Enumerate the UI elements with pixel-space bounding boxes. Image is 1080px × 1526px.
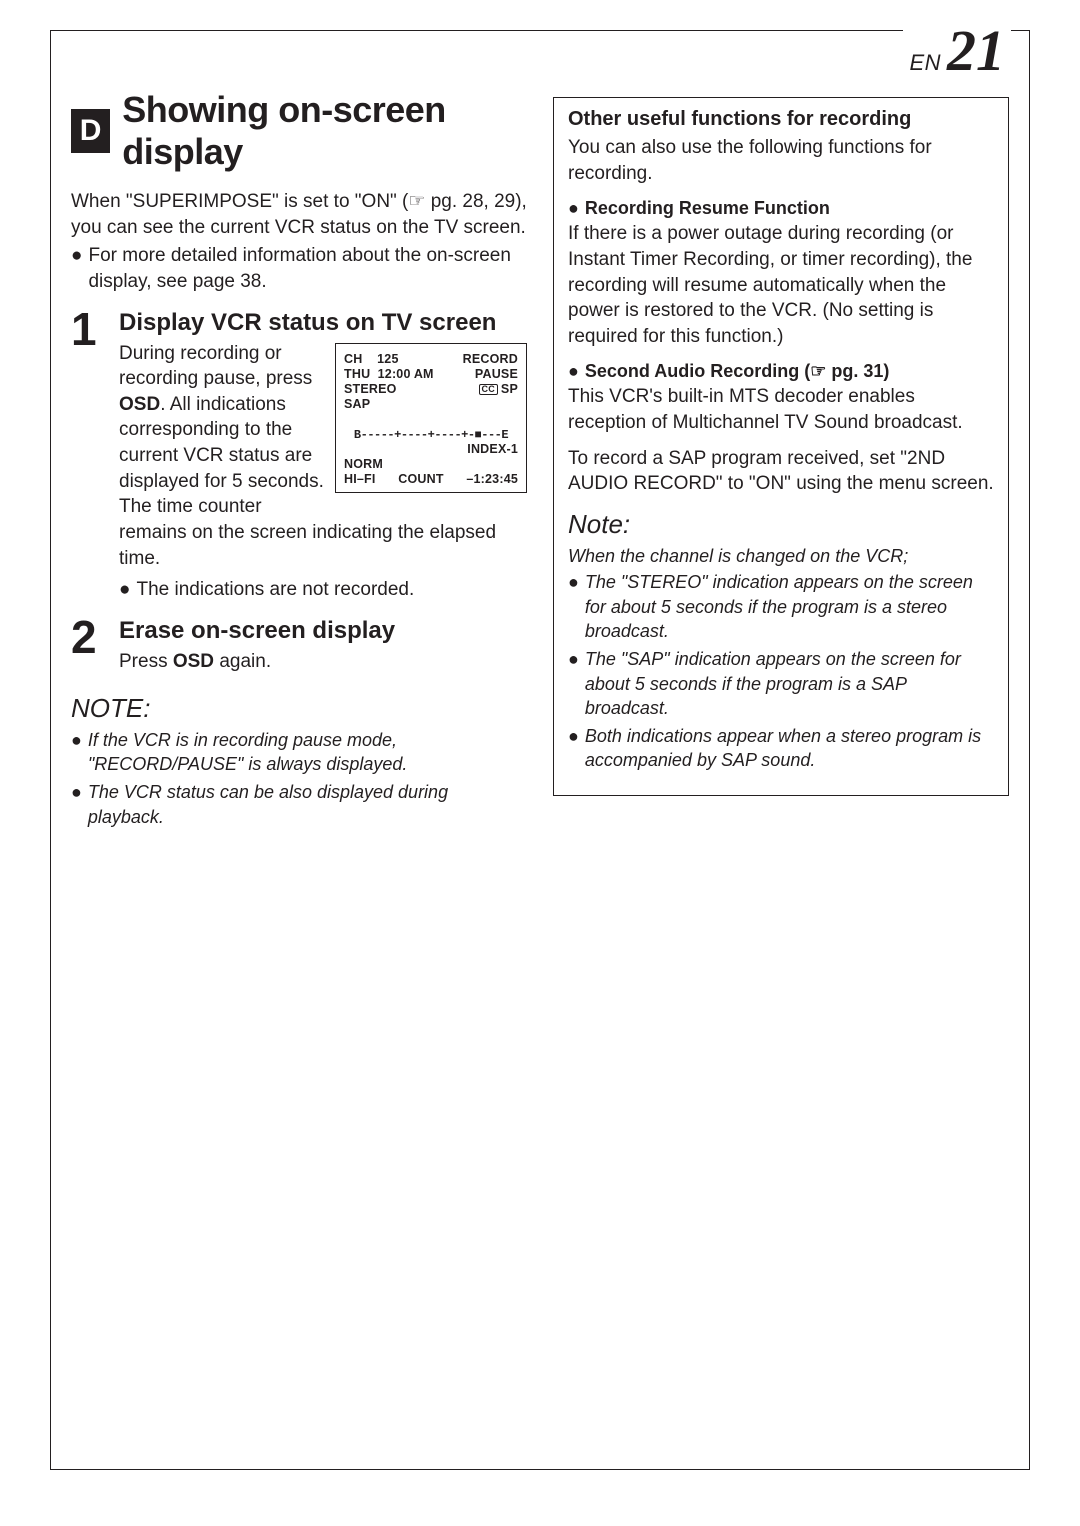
second-audio-heading: ● Second Audio Recording (☞ pg. 31) — [568, 361, 994, 382]
bullet-icon: ● — [568, 724, 579, 773]
resume-body: If there is a power outage during record… — [568, 221, 994, 349]
note-lead-right: When the channel is changed on the VCR; — [568, 544, 994, 568]
page-frame: EN 2 1 D Showing on-screen display When "… — [50, 30, 1030, 1470]
bullet-icon: ● — [71, 780, 82, 829]
bullet-icon: ● — [568, 361, 579, 382]
bullet-icon: ● — [71, 728, 82, 777]
step-num-1: 1 — [71, 309, 105, 603]
step-1-body: CH 125RECORD THU 12:00 AMPAUSE STEREOCCS… — [119, 341, 527, 572]
pointer-icon: ☞ — [408, 191, 425, 212]
page-en: EN — [909, 50, 941, 76]
section-intro: When "SUPERIMPOSE" is set to "ON" (☞ pg.… — [71, 189, 527, 295]
osd-screen: CH 125RECORD THU 12:00 AMPAUSE STEREOCCS… — [335, 343, 527, 493]
osd-tape-bar: B-----+----+----+-■---E — [344, 428, 518, 442]
osd-ch: CH 125 — [344, 352, 399, 367]
section-d-heading: D Showing on-screen display — [71, 89, 527, 173]
bullet-icon: ● — [568, 647, 579, 720]
page-num: 21 — [947, 25, 1005, 77]
second-audio-body-1: This VCR's built-in MTS decoder enables … — [568, 384, 994, 435]
bullet-icon: ● — [568, 570, 579, 643]
step-2: 2 Erase on-screen display Press OSD agai… — [71, 617, 527, 675]
osd-sap: SAP — [344, 397, 370, 412]
section-badge: D — [71, 109, 110, 153]
second-audio-body-2: To record a SAP program received, set "2… — [568, 446, 994, 497]
step-1-note: ● The indications are not recorded. — [119, 577, 527, 603]
intro-bullet: ● For more detailed information about th… — [71, 243, 527, 294]
pointer-icon: ☞ — [810, 361, 826, 381]
osd-stereo: STEREO — [344, 382, 397, 397]
other-functions-intro: You can also use the following functions… — [568, 135, 994, 186]
osd-keyword: OSD — [119, 394, 160, 415]
osd-date: THU 12:00 AM — [344, 367, 434, 382]
osd-count: COUNT — [398, 472, 443, 487]
page-number: EN 21 — [903, 25, 1011, 77]
section-title: Showing on-screen display — [122, 89, 527, 173]
osd-record: RECORD — [463, 352, 518, 367]
bullet-icon: ● — [71, 243, 82, 294]
bullet-icon: ● — [119, 577, 130, 603]
other-functions-box: Other useful functions for recording You… — [553, 97, 1009, 796]
osd-counter: –1:23:45 — [466, 472, 518, 487]
left-column: D Showing on-screen display When "SUPERI… — [71, 49, 527, 1449]
other-functions-heading: Other useful functions for recording — [568, 108, 994, 131]
note-list-right: ●The "STEREO" indication appears on the … — [568, 570, 994, 772]
resume-heading: ● Recording Resume Function — [568, 198, 994, 219]
osd-hifi: HI–FI — [344, 472, 376, 487]
step-1-title: Display VCR status on TV screen — [119, 309, 527, 337]
step-num-2: 2 — [71, 617, 105, 675]
osd-sp: CCSP — [479, 382, 518, 397]
step-2-body: Press OSD again. — [119, 649, 527, 675]
note-heading-left: NOTE: — [71, 693, 527, 724]
note-list-left: ●If the VCR is in recording pause mode, … — [71, 728, 527, 829]
osd-norm: NORM — [344, 457, 383, 472]
osd-index: INDEX-1 — [467, 442, 518, 457]
cc-icon: CC — [479, 384, 498, 396]
note-heading-right: Note: — [568, 509, 994, 540]
osd-pause: PAUSE — [475, 367, 518, 382]
right-column: Other useful functions for recording You… — [553, 49, 1009, 1449]
intro-line-1: When "SUPERIMPOSE" is set to "ON" (☞ pg.… — [71, 189, 527, 240]
bullet-icon: ● — [568, 198, 579, 219]
step-1: 1 Display VCR status on TV screen CH 125… — [71, 309, 527, 603]
step-2-title: Erase on-screen display — [119, 617, 527, 645]
